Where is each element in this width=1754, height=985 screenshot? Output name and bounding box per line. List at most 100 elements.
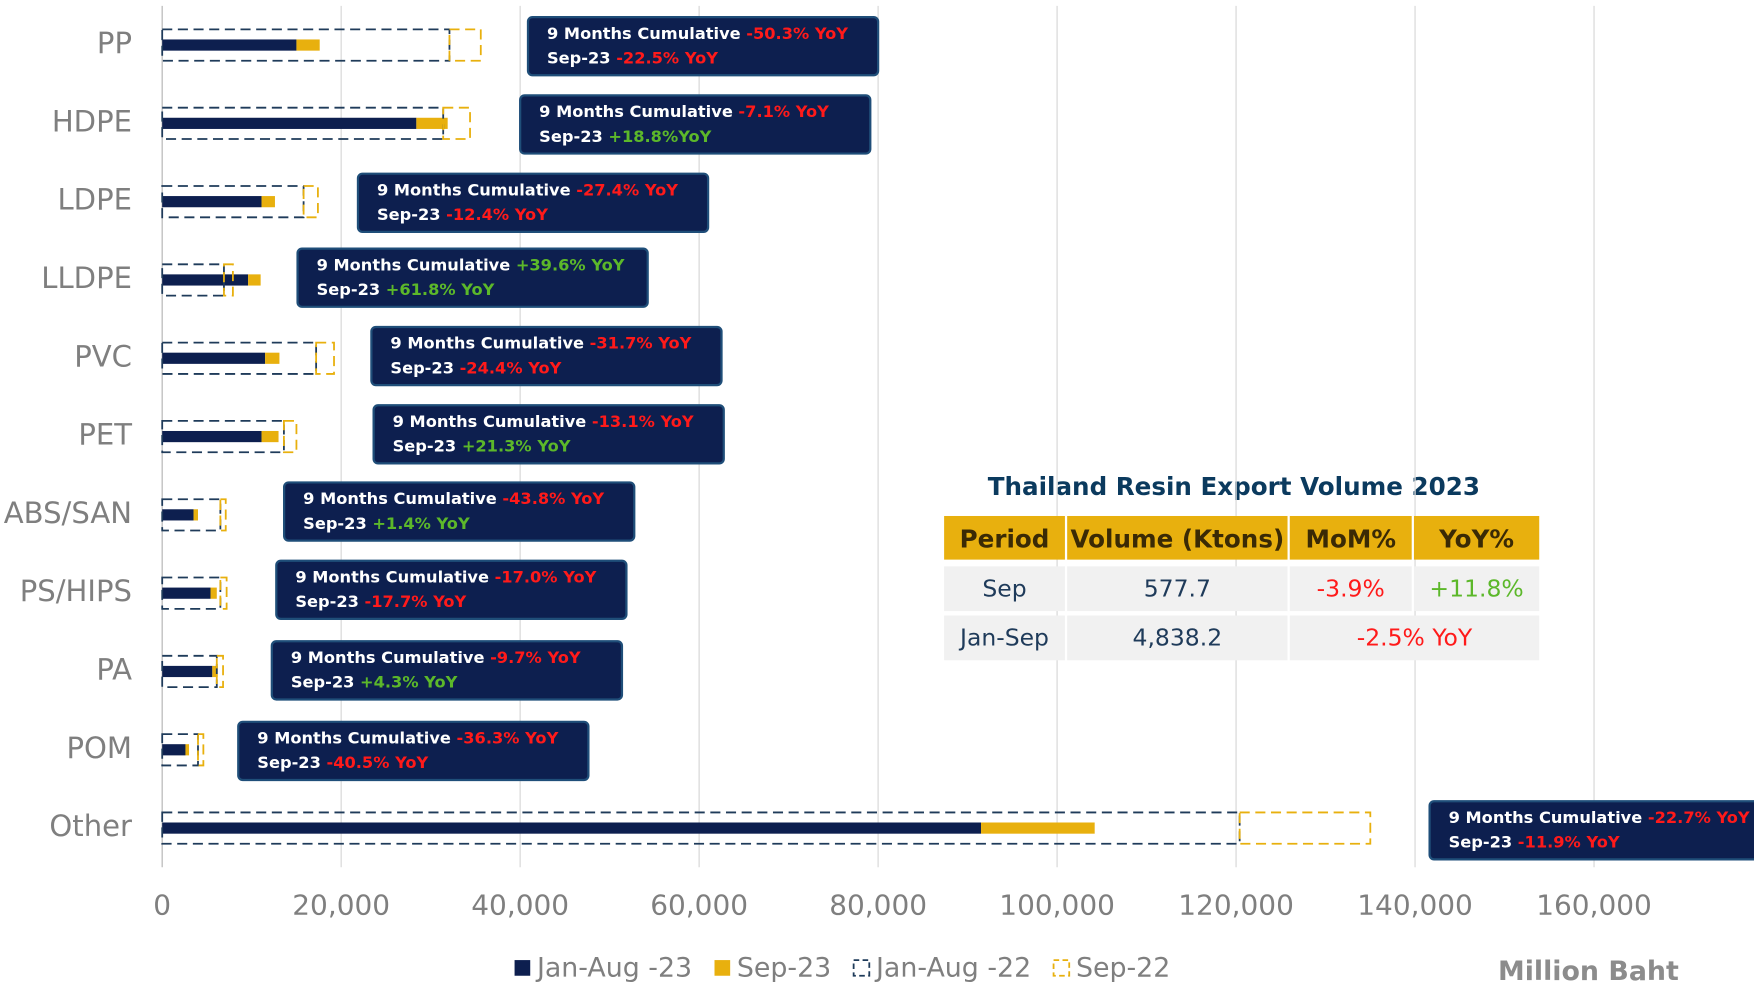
annotation-label: Sep-23: [390, 358, 454, 377]
x-tick-label: 100,000: [999, 888, 1115, 921]
bar-segment: [261, 430, 279, 443]
annotation-box: [519, 94, 872, 155]
bar-outline: [442, 106, 471, 140]
bar-segment: [981, 822, 1095, 834]
annotation-text: Sep-23 -17.7% YoY: [295, 592, 466, 611]
annotation-value: -31.7% YoY: [590, 333, 692, 352]
table-header: MoM%: [1305, 525, 1396, 554]
annotation-box: [370, 325, 723, 387]
legend-label: Sep-22: [1076, 953, 1170, 984]
y-tick-label: PS/HIPS: [20, 574, 132, 608]
y-tick-label: PA: [96, 652, 132, 686]
annotation-text: 9 Months Cumulative -43.8% YoY: [303, 489, 604, 508]
annotation-label: Sep-23: [377, 205, 441, 224]
annotation-label: 9 Months Cumulative: [257, 728, 451, 747]
table-header-cell: [944, 515, 1065, 560]
y-tick-label: HDPE: [52, 104, 132, 138]
annotation-value: -43.8% YoY: [502, 489, 604, 508]
annotation-value: -27.4% YoY: [576, 180, 678, 199]
bar-outline: [219, 498, 227, 532]
annotation-label: 9 Months Cumulative: [291, 648, 485, 667]
table-cell: [1067, 615, 1288, 661]
bar-outline: [197, 733, 205, 767]
x-tick-label: 80,000: [829, 888, 927, 921]
annotation-box: [275, 559, 628, 621]
annotation-box: [1428, 800, 1754, 861]
annotation-label: Sep-23: [291, 672, 355, 691]
annotation-text: Sep-23 -22.5% YoY: [547, 48, 718, 67]
table-cell-text: Jan-Sep: [958, 624, 1049, 652]
annotation-label: 9 Months Cumulative: [377, 180, 571, 199]
legend-swatch: [714, 960, 731, 976]
annotation-text: Sep-23 -11.9% YoY: [1449, 832, 1620, 851]
annotation-value: -13.1% YoY: [592, 412, 694, 431]
annotation-label: 9 Months Cumulative: [1449, 808, 1643, 827]
annotation-text: Sep-23 +61.8% YoY: [317, 280, 495, 299]
annotation-value: -12.4% YoY: [446, 205, 548, 224]
table-cell: [1413, 566, 1540, 612]
bar-segment: [212, 665, 218, 678]
annotation-box: [296, 247, 649, 308]
annotation-value: -7.1% YoY: [738, 102, 829, 121]
bar-outline: [448, 28, 482, 62]
annotation-label: Sep-23: [295, 592, 359, 611]
bar-segment: [162, 744, 186, 756]
table-cell-text: -3.9%: [1317, 574, 1385, 602]
y-tick-label: PVC: [74, 339, 132, 373]
bar-segment: [265, 352, 280, 364]
annotation-text: Sep-23 +1.4% YoY: [303, 513, 470, 532]
x-tick-label: 60,000: [650, 888, 748, 921]
table-cell-text: 577.7: [1144, 574, 1211, 602]
y-tick-label: LDPE: [57, 183, 132, 217]
legend-label: Sep-23: [737, 953, 831, 984]
bar-outline: [161, 420, 285, 454]
annotation-label: 9 Months Cumulative: [295, 567, 489, 586]
annotation-text: 9 Months Cumulative -13.1% YoY: [393, 412, 694, 431]
legend-label: Jan-Aug -23: [535, 953, 692, 984]
annotation-box: [283, 481, 636, 542]
y-tick-label: Other: [49, 809, 132, 843]
table-header: YoY%: [1438, 525, 1514, 554]
annotation-value: -11.9% YoY: [1518, 832, 1620, 851]
annotation-text: Sep-23 +18.8%YoY: [539, 126, 711, 145]
bar-segment: [261, 196, 275, 208]
bar-segment: [248, 274, 261, 286]
y-tick-label: LLDPE: [41, 261, 132, 295]
annotation-value: +39.6% YoY: [516, 255, 625, 274]
annotation-box: [356, 172, 710, 233]
annotation-text: 9 Months Cumulative -31.7% YoY: [390, 333, 691, 352]
bar-outline: [1238, 811, 1372, 845]
bar-outline: [161, 576, 222, 610]
bar-segment: [162, 352, 266, 364]
annotation-label: Sep-23: [547, 48, 611, 67]
x-tick-label: 140,000: [1357, 888, 1473, 921]
annotation-label: 9 Months Cumulative: [317, 255, 511, 274]
annotation-value: -22.5% YoY: [616, 48, 718, 67]
bar-outline: [223, 263, 234, 297]
y-tick-label: ABS/SAN: [4, 496, 132, 530]
table-cell-text: +11.8%: [1429, 574, 1523, 602]
annotation-text: Sep-23 -12.4% YoY: [377, 205, 548, 224]
table-cell: [944, 566, 1065, 612]
bar-segment: [162, 196, 262, 208]
annotation-text: Sep-23 -24.4% YoY: [390, 358, 561, 377]
annotation-label: 9 Months Cumulative: [393, 412, 587, 431]
annotation-value: -50.3% YoY: [746, 23, 848, 42]
table-cell: [1289, 615, 1540, 661]
bar-outline: [161, 733, 199, 767]
table-cell: [1067, 566, 1288, 612]
annotation-box: [270, 640, 624, 701]
annotation-text: Sep-23 +21.3% YoY: [393, 436, 571, 455]
x-tick-label: 0: [153, 888, 171, 921]
annotation-value: -17.0% YoY: [495, 567, 597, 586]
y-tick-label: PP: [97, 26, 132, 60]
annotation-value: +21.3% YoY: [462, 436, 571, 455]
annotation-label: Sep-23: [317, 280, 381, 299]
bar-segment: [193, 509, 198, 521]
x-axis-label: Million Baht: [1498, 956, 1679, 985]
annotation-label: Sep-23: [257, 753, 321, 772]
annotation-value: -40.5% YoY: [326, 753, 428, 772]
table-cell: [1289, 566, 1412, 612]
annotation-label: Sep-23: [393, 436, 457, 455]
